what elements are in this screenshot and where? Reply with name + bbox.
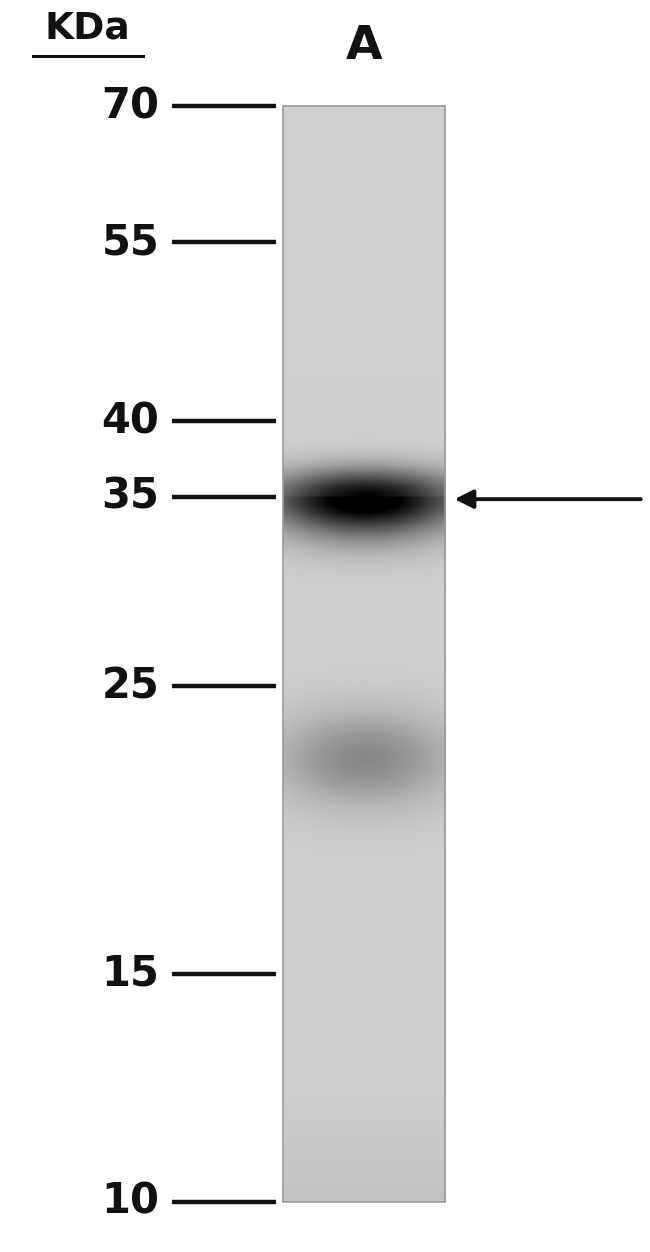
Text: KDa: KDa xyxy=(45,10,131,46)
Text: 40: 40 xyxy=(101,401,159,442)
Text: 25: 25 xyxy=(101,665,159,707)
Bar xyxy=(283,106,445,1202)
Text: 10: 10 xyxy=(101,1181,159,1223)
Text: A: A xyxy=(346,24,382,69)
Text: 70: 70 xyxy=(101,85,159,128)
Text: 55: 55 xyxy=(101,222,159,263)
Text: 15: 15 xyxy=(101,953,159,994)
Text: 35: 35 xyxy=(101,476,159,517)
